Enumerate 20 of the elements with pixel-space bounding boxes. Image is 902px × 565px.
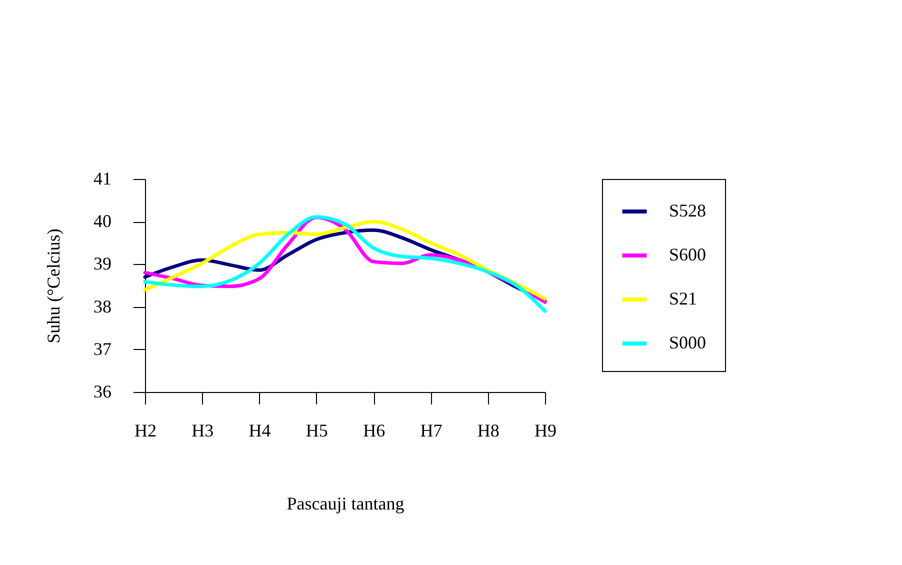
x-tick-label: H3 [192, 420, 214, 440]
y-tick-label: 41 [94, 168, 112, 188]
legend-label: S528 [669, 200, 706, 220]
x-tick-label: H9 [534, 420, 556, 440]
x-axis-title: Pascauji tantang [286, 494, 404, 514]
x-tick-label: H8 [477, 420, 500, 440]
legend-label: S600 [669, 244, 706, 264]
y-tick-label: 37 [94, 338, 112, 359]
y-tick-label: 39 [94, 254, 112, 274]
y-tick-label: 38 [94, 296, 112, 316]
legend-label: S000 [669, 332, 706, 352]
y-axis-title: Suhu (°Celcius) [44, 228, 64, 344]
y-tick-label: 36 [94, 382, 112, 402]
x-tick-label: H7 [420, 420, 442, 440]
x-tick-label: H4 [248, 420, 271, 440]
legend-label: S21 [669, 288, 698, 308]
x-tick-label: H2 [134, 420, 156, 440]
x-tick-label: H5 [306, 420, 328, 440]
x-tick-label: H6 [363, 420, 386, 440]
y-tick-label: 40 [94, 211, 112, 232]
